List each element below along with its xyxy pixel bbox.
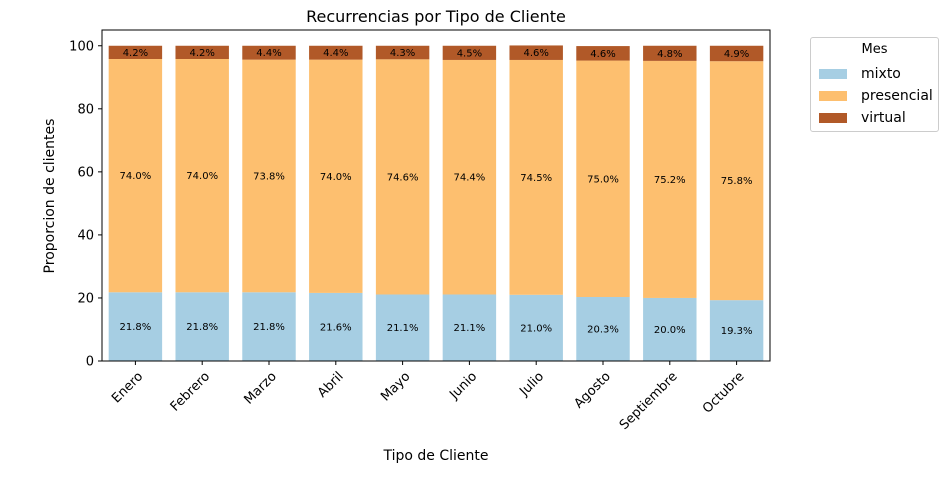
bar-presencial-enero bbox=[108, 59, 163, 293]
data-label-presencial-julio: 74.5% bbox=[520, 173, 552, 184]
bar-mixto-octubre bbox=[709, 300, 764, 361]
y-tick-label-80: 80 bbox=[77, 102, 94, 117]
bar-virtual-mayo bbox=[375, 45, 430, 60]
data-label-mixto-marzo: 21.8% bbox=[253, 322, 285, 333]
data-label-mixto-octubre: 19.3% bbox=[721, 326, 753, 337]
y-tick-label-100: 100 bbox=[69, 39, 94, 54]
legend-label-mixto: mixto bbox=[861, 66, 901, 82]
bar-presencial-junio bbox=[442, 59, 497, 295]
legend-item-mixto: mixto bbox=[819, 65, 901, 83]
data-label-presencial-abril: 74.0% bbox=[320, 172, 352, 183]
x-tick-label-enero: Enero bbox=[109, 369, 146, 406]
bar-presencial-octubre bbox=[709, 61, 764, 301]
data-label-virtual-agosto: 4.6% bbox=[590, 49, 615, 60]
legend-swatch-mixto bbox=[819, 69, 847, 79]
data-label-presencial-junio: 74.4% bbox=[454, 173, 486, 184]
data-label-presencial-septiembre: 75.2% bbox=[654, 175, 686, 186]
x-tick-label-septiembre: Septiembre bbox=[617, 369, 681, 433]
plot-frame bbox=[101, 29, 771, 362]
legend-swatch-virtual bbox=[819, 113, 847, 123]
data-label-presencial-enero: 74.0% bbox=[120, 171, 152, 182]
x-tick-label-mayo: Mayo bbox=[378, 369, 413, 404]
bar-mixto-junio bbox=[442, 294, 497, 361]
bar-presencial-julio bbox=[509, 59, 563, 295]
bar-presencial-mayo bbox=[375, 59, 430, 295]
data-label-virtual-abril: 4.4% bbox=[323, 48, 348, 59]
data-label-mixto-septiembre: 20.0% bbox=[654, 325, 686, 336]
bar-mixto-septiembre bbox=[643, 297, 697, 361]
bar-mixto-julio bbox=[509, 294, 563, 361]
data-label-presencial-marzo: 73.8% bbox=[253, 171, 285, 182]
data-label-virtual-junio: 4.5% bbox=[457, 48, 482, 59]
bar-presencial-marzo bbox=[242, 59, 296, 293]
chart-title: Recurrencias por Tipo de Cliente bbox=[306, 7, 566, 26]
x-tick-label-junio: Junio bbox=[446, 369, 480, 403]
data-label-virtual-octubre: 4.9% bbox=[724, 49, 749, 60]
legend: Mes mixto presencial virtual bbox=[810, 37, 939, 132]
bar-virtual-septiembre bbox=[643, 45, 697, 61]
x-tick-label-octubre: Octubre bbox=[700, 369, 747, 416]
data-label-presencial-febrero: 74.0% bbox=[186, 171, 218, 182]
data-label-mixto-febrero: 21.8% bbox=[186, 322, 218, 333]
legend-item-virtual: virtual bbox=[819, 109, 906, 127]
x-axis-label: Tipo de Cliente bbox=[382, 448, 488, 464]
bar-virtual-abril bbox=[309, 45, 363, 60]
bar-mixto-abril bbox=[309, 292, 363, 361]
bar-virtual-marzo bbox=[242, 45, 296, 60]
x-tick-label-marzo: Marzo bbox=[241, 369, 279, 407]
data-label-virtual-julio: 4.6% bbox=[523, 48, 548, 59]
bar-virtual-febrero bbox=[175, 45, 229, 59]
legend-label-presencial: presencial bbox=[861, 88, 933, 104]
y-tick-label-20: 20 bbox=[77, 291, 94, 306]
x-tick-label-julio: Julio bbox=[516, 369, 547, 400]
bar-virtual-octubre bbox=[709, 45, 764, 62]
data-label-mixto-agosto: 20.3% bbox=[587, 325, 619, 336]
data-label-mixto-mayo: 21.1% bbox=[387, 323, 419, 334]
bar-mixto-agosto bbox=[576, 297, 630, 361]
bar-mixto-febrero bbox=[175, 292, 229, 361]
data-label-virtual-marzo: 4.4% bbox=[256, 48, 281, 59]
bar-mixto-mayo bbox=[375, 294, 430, 361]
y-tick-label-0: 0 bbox=[86, 355, 94, 370]
bar-presencial-abril bbox=[309, 59, 363, 293]
data-label-mixto-abril: 21.6% bbox=[320, 322, 352, 333]
data-label-virtual-febrero: 4.2% bbox=[189, 48, 214, 59]
bar-mixto-marzo bbox=[242, 292, 296, 361]
y-tick-label-60: 60 bbox=[77, 165, 94, 180]
data-label-presencial-octubre: 75.8% bbox=[721, 176, 753, 187]
x-tick-label-abril: Abril bbox=[315, 369, 347, 401]
data-label-mixto-enero: 21.8% bbox=[120, 322, 152, 333]
bar-virtual-junio bbox=[442, 45, 497, 60]
legend-swatch-presencial bbox=[819, 91, 847, 101]
segment-labels-group: 21.8% 74.0% 4.2% 21.8% 74.0% 4.2% 21.8% 73.8% 4.… bbox=[120, 48, 753, 337]
legend-title: Mes bbox=[861, 42, 888, 57]
bar-virtual-julio bbox=[509, 45, 563, 60]
data-label-presencial-agosto: 75.0% bbox=[587, 174, 619, 185]
data-label-virtual-enero: 4.2% bbox=[123, 48, 148, 59]
bar-presencial-febrero bbox=[175, 59, 229, 293]
data-label-virtual-mayo: 4.3% bbox=[390, 48, 415, 59]
legend-item-presencial: presencial bbox=[819, 87, 933, 105]
y-tick-label-40: 40 bbox=[77, 228, 94, 243]
bar-presencial-agosto bbox=[576, 60, 630, 298]
data-label-virtual-septiembre: 4.8% bbox=[657, 49, 682, 60]
bars-group bbox=[108, 45, 764, 361]
data-label-mixto-julio: 21.0% bbox=[520, 323, 552, 334]
bar-virtual-agosto bbox=[576, 46, 630, 61]
bar-presencial-septiembre bbox=[643, 60, 697, 298]
y-axis-label: Proporcion de clientes bbox=[42, 119, 58, 274]
bar-virtual-enero bbox=[108, 45, 163, 59]
y-axis: 0 20 40 60 80 100 bbox=[69, 39, 102, 370]
data-label-mixto-junio: 21.1% bbox=[454, 323, 486, 334]
x-tick-label-agosto: Agosto bbox=[571, 369, 613, 411]
legend-label-virtual: virtual bbox=[861, 110, 906, 126]
data-label-presencial-mayo: 74.6% bbox=[387, 172, 419, 183]
x-axis: Enero Febrero Marzo Abril Mayo Junio Julio Agos… bbox=[109, 361, 747, 433]
bar-mixto-enero bbox=[108, 292, 163, 361]
x-tick-label-febrero: Febrero bbox=[168, 369, 213, 414]
